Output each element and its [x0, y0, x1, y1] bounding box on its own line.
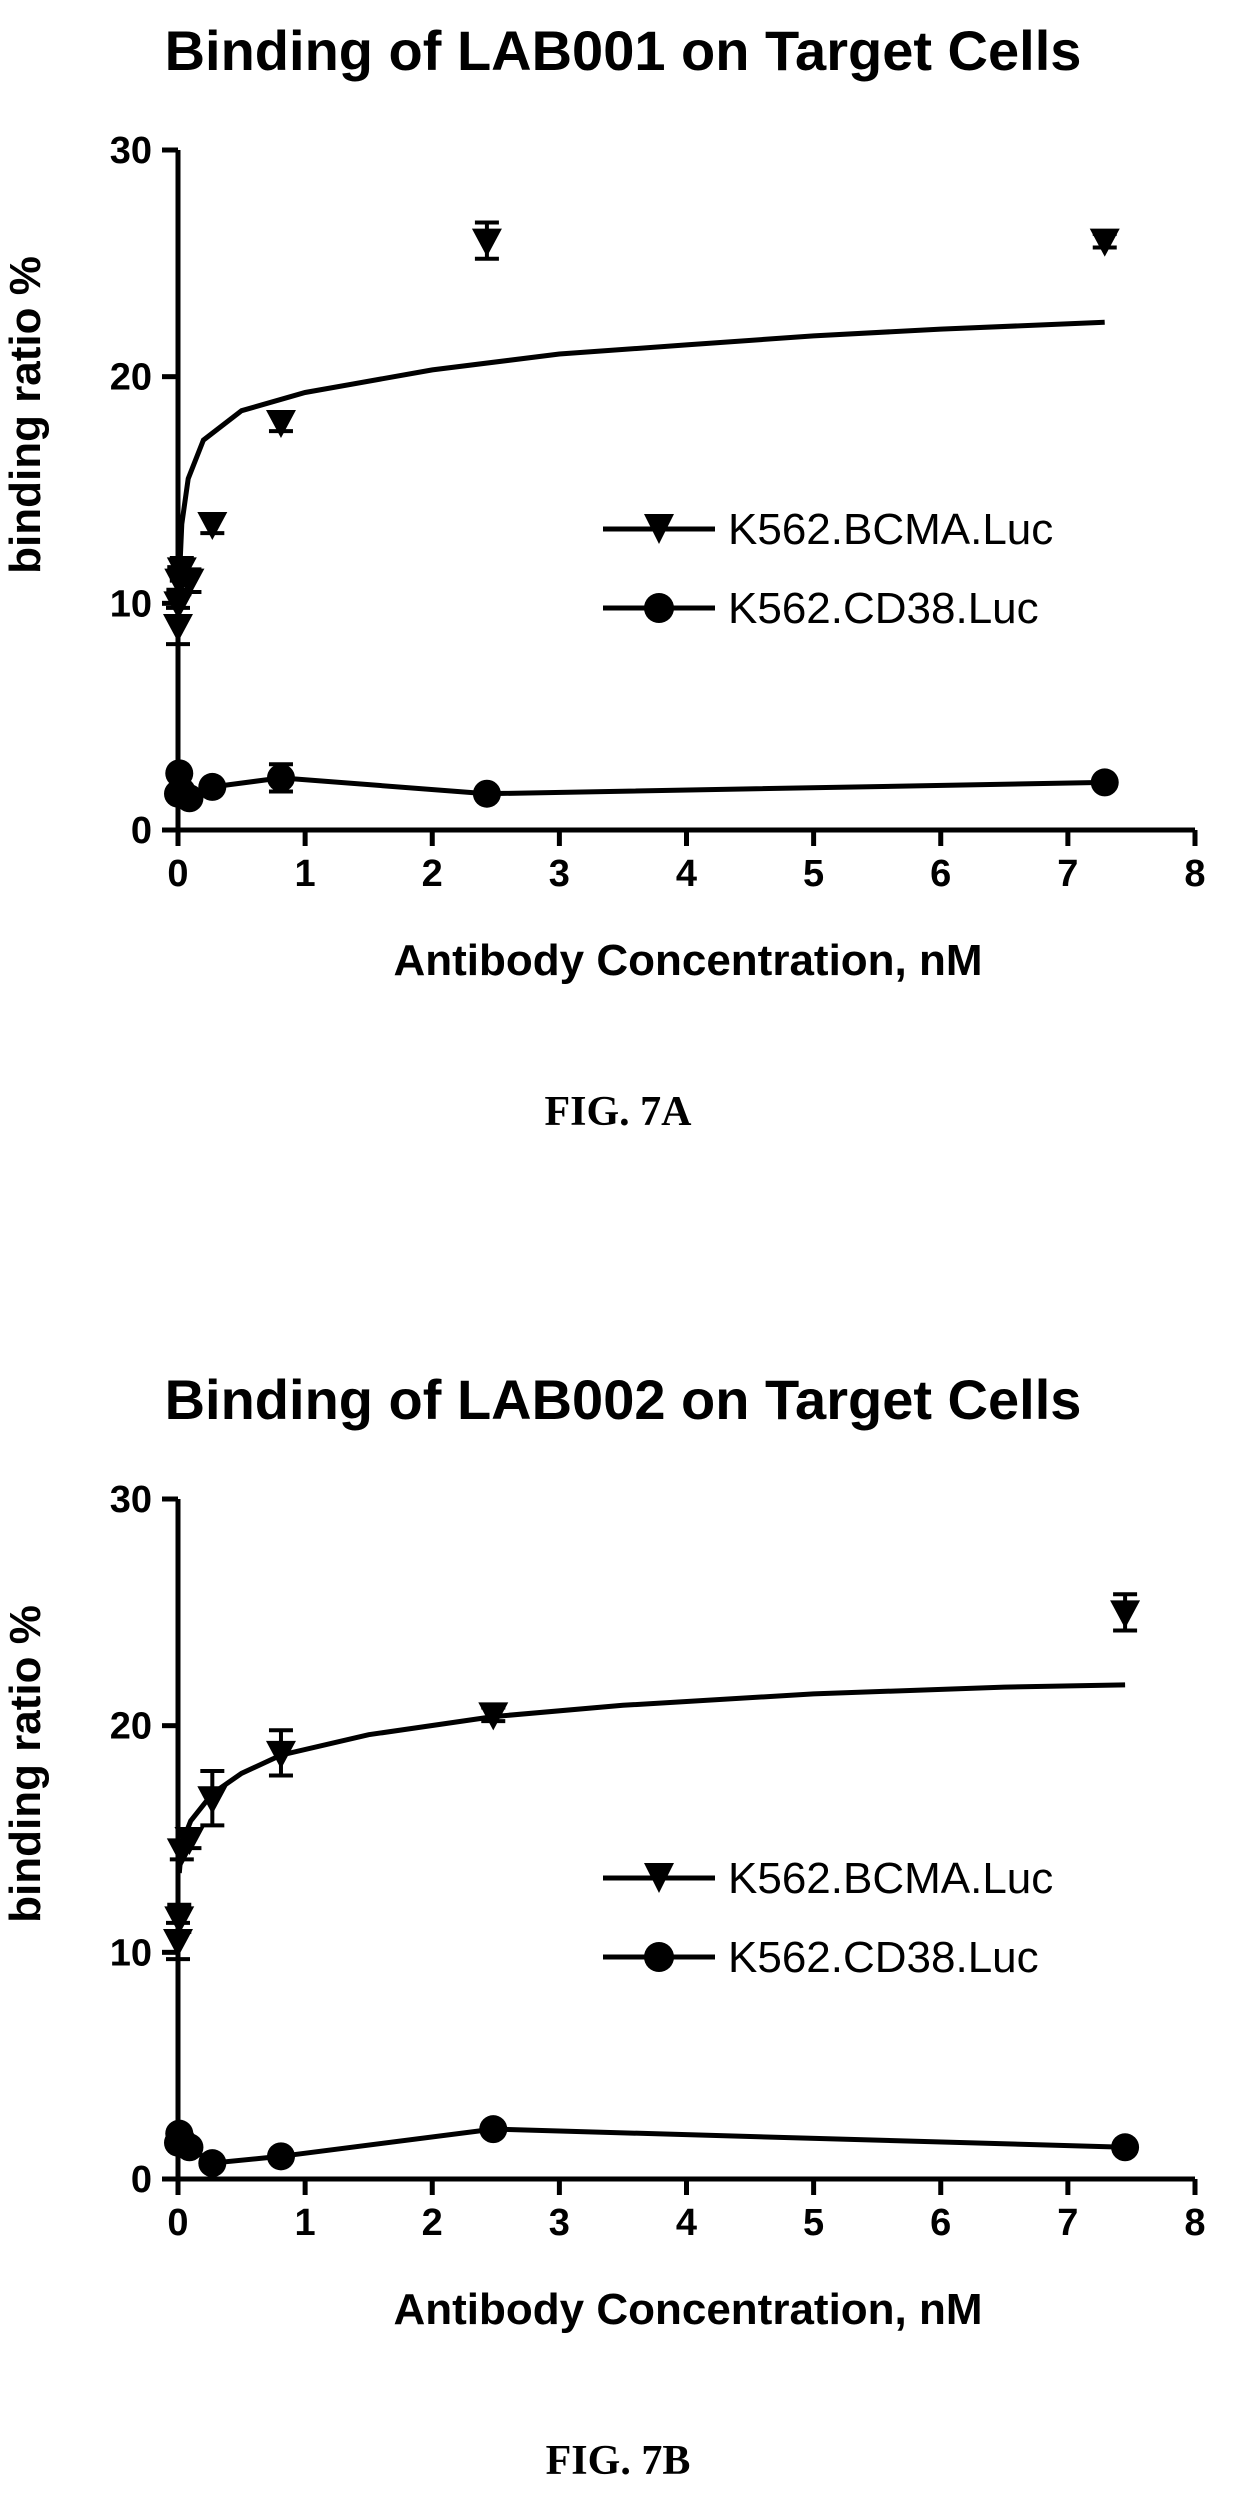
x-tick-label: 6 [930, 853, 951, 895]
chart-title: Binding of LAB001 on Target Cells [165, 19, 1082, 82]
x-tick-label: 2 [422, 2202, 443, 2244]
figure-7a: Binding of LAB001 on Target Cells 010203… [1, 19, 1206, 1135]
data-point-cd38 [472, 779, 501, 808]
legend-circle-marker [644, 1942, 674, 1972]
legend-entry-cd38: K562.CD38.Luc [728, 1933, 1039, 1982]
fit-curve-series-1 [176, 2126, 1126, 2166]
data-point-cd38 [175, 784, 204, 813]
data-point-cd38 [175, 2133, 204, 2162]
legend-circle-marker [644, 593, 674, 623]
x-tick-label: 0 [167, 853, 188, 895]
data-point-bcma [265, 1740, 296, 1769]
y-tick-label: 20 [110, 1706, 152, 1748]
y-tick-label: 10 [110, 583, 152, 625]
legend-triangle-marker [644, 1863, 674, 1893]
data-point-cd38 [198, 2149, 227, 2178]
fit-curve-series-0 [176, 1682, 1126, 1874]
legend-entry-bcma: K562.BCMA.Luc [728, 1854, 1053, 1903]
legend: K562.BCMA.Luc K562.CD38.Luc [603, 1854, 1053, 1982]
data-point-cd38 [479, 2115, 508, 2144]
x-tick-label: 6 [930, 2202, 951, 2244]
data-point-bcma [478, 1702, 509, 1731]
y-tick-label: 0 [131, 2159, 152, 2201]
x-tick-label: 3 [549, 853, 570, 895]
legend: K562.BCMA.Luc K562.CD38.Luc [603, 505, 1053, 633]
x-axis-label: Antibody Concentration, nM [393, 936, 982, 985]
x-tick-label: 7 [1057, 2202, 1078, 2244]
fit-curve-series-0 [176, 319, 1105, 581]
x-tick-label: 0 [167, 2202, 188, 2244]
y-axis-label: binding ratio % [1, 256, 50, 574]
x-tick-label: 1 [295, 853, 316, 895]
axes [162, 1496, 1198, 2195]
x-tick-label: 5 [803, 853, 824, 895]
figure-7b: Binding of LAB002 on Target Cells 010203… [1, 1368, 1206, 2484]
figure-caption: FIG. 7B [546, 2438, 691, 2484]
x-tick-label: 8 [1184, 853, 1205, 895]
chart-title: Binding of LAB002 on Target Cells [165, 1368, 1082, 1431]
y-tick-label: 0 [131, 810, 152, 852]
x-tick-label: 4 [676, 2202, 697, 2244]
data-point-bcma [174, 1827, 205, 1855]
data-point-bcma [163, 1929, 193, 1957]
data-point-cd38 [198, 772, 227, 801]
y-tick-label: 30 [110, 1479, 152, 1521]
data-point-cd38 [266, 2142, 295, 2171]
y-tick-label: 20 [110, 357, 152, 399]
x-tick-label: 1 [295, 2202, 316, 2244]
axes [162, 147, 1198, 846]
fit-curve-series-1 [176, 775, 1105, 802]
data-point-bcma [164, 1906, 195, 1935]
data-point-bcma [1089, 228, 1120, 257]
data-point-cd38 [266, 763, 295, 792]
x-tick-label: 4 [676, 853, 697, 895]
data-point-bcma [197, 1786, 228, 1815]
data-point-bcma [1110, 1600, 1141, 1629]
data-point-cd38 [1090, 768, 1119, 797]
data-point-bcma [174, 568, 205, 597]
data-point-bcma [163, 591, 194, 620]
y-tick-label: 30 [110, 130, 152, 172]
data-point-bcma [471, 228, 502, 257]
x-tick-label: 5 [803, 2202, 824, 2244]
x-tick-label: 8 [1184, 2202, 1205, 2244]
x-tick-label: 7 [1057, 853, 1078, 895]
figure-caption: FIG. 7A [545, 1089, 693, 1135]
data-point-bcma [163, 614, 193, 642]
x-axis-label: Antibody Concentration, nM [393, 2285, 982, 2334]
data-point-bcma [197, 512, 228, 540]
data-point-cd38 [1111, 2133, 1140, 2162]
legend-entry-cd38: K562.CD38.Luc [728, 584, 1039, 633]
y-tick-label: 10 [110, 1932, 152, 1974]
x-tick-label: 2 [422, 853, 443, 895]
legend-entry-bcma: K562.BCMA.Luc [728, 505, 1053, 554]
x-tick-label: 3 [549, 2202, 570, 2244]
legend-triangle-marker [644, 514, 674, 544]
y-axis-label: binding ratio % [1, 1605, 50, 1923]
data-point-bcma [265, 410, 296, 438]
